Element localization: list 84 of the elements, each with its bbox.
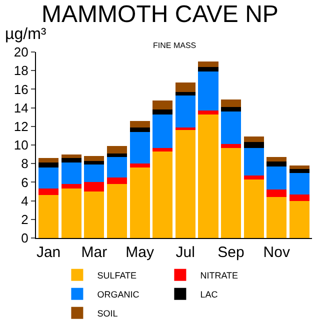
x-tick-label: May (126, 244, 154, 261)
bar (106, 157, 128, 178)
bar (84, 182, 104, 192)
bar (152, 114, 173, 148)
bar (130, 120, 150, 128)
x-tick-label: Nov (263, 244, 290, 261)
x-tick-label: Jul (176, 244, 195, 261)
bar (130, 132, 150, 164)
bar (84, 160, 104, 165)
bar (220, 106, 242, 112)
bar (220, 112, 242, 144)
y-tick-label: 14 (14, 100, 28, 116)
bar (130, 127, 150, 132)
y-tick-label: 20 (14, 44, 28, 60)
bar (266, 162, 287, 166)
bar (84, 192, 104, 238)
bar (152, 152, 173, 238)
legend-label: LAC (200, 289, 218, 300)
y-tick-label: 18 (14, 63, 28, 78)
bar (198, 110, 218, 114)
bar (38, 188, 59, 196)
bar (106, 178, 128, 184)
y-tick-label: 6 (21, 174, 28, 190)
legend-label: SOIL (97, 308, 118, 318)
bar (61, 184, 82, 189)
y-tick-label: 2 (21, 212, 28, 227)
bar (84, 156, 104, 161)
bar (130, 164, 150, 168)
bar (289, 172, 310, 194)
bar (220, 99, 242, 107)
legend-label: ORGANIC (97, 289, 140, 300)
legend-label: SULFATE (97, 270, 137, 280)
bar (175, 82, 196, 92)
bar (175, 96, 196, 128)
bar (84, 164, 104, 182)
bar (244, 136, 264, 142)
bar (152, 110, 173, 114)
bar (244, 142, 264, 148)
bar (198, 61, 218, 67)
bar (289, 194, 310, 201)
bar (175, 92, 196, 96)
bar (266, 197, 287, 238)
bar (244, 148, 264, 176)
bar (152, 100, 173, 110)
bar (266, 157, 287, 162)
x-tick-label: Sep (218, 244, 244, 261)
bar (38, 158, 59, 163)
legend-label: NITRATE (200, 270, 238, 280)
y-axis-title: µg/m³ (5, 26, 47, 43)
bar (289, 169, 310, 173)
bar (130, 167, 150, 238)
bar (106, 184, 128, 238)
bar (61, 158, 82, 163)
bar (289, 165, 310, 170)
bar (175, 130, 196, 238)
bar (266, 166, 287, 190)
bar (266, 190, 287, 198)
bar (106, 153, 128, 158)
bar (38, 195, 59, 238)
y-tick-label: 12 (14, 118, 28, 134)
bar (244, 176, 264, 180)
bar (244, 179, 264, 238)
bar (198, 66, 218, 72)
bar (220, 148, 242, 238)
bar (289, 200, 310, 238)
x-tick-label: Jan (36, 244, 61, 261)
bar (38, 162, 59, 168)
bar (152, 148, 173, 152)
bar (198, 72, 218, 111)
y-tick-label: 16 (14, 82, 28, 97)
bar (198, 114, 218, 238)
y-tick-label: 8 (21, 156, 28, 172)
y-tick-label: 10 (14, 138, 28, 153)
bar (61, 162, 82, 184)
chart-title: MAMMOTH CAVE NP (42, 0, 278, 28)
bar (220, 144, 242, 148)
bar (61, 188, 82, 238)
chart-subtitle: FINE MASS (153, 41, 196, 50)
bar (106, 146, 128, 154)
y-tick-label: 0 (21, 230, 28, 246)
y-tick-label: 4 (21, 193, 28, 208)
bar (38, 167, 59, 189)
bar (61, 154, 82, 158)
x-tick-label: Mar (81, 244, 108, 261)
